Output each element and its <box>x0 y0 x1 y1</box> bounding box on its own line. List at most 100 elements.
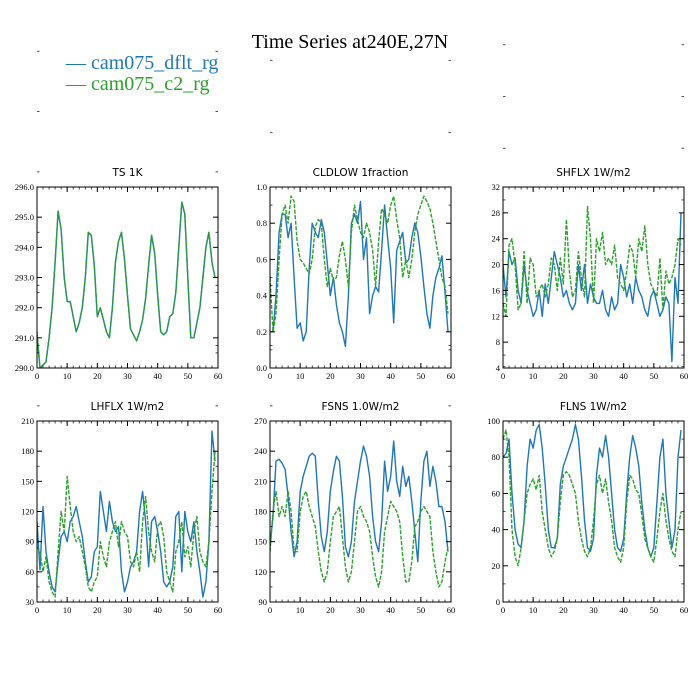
x-tick-label: 50 <box>184 371 193 381</box>
x-tick-label: 30 <box>356 605 365 615</box>
y-tick-label: 40 <box>492 525 501 535</box>
x-tick-label: 40 <box>153 605 162 615</box>
series-group <box>37 201 216 368</box>
x-tick-label: 60 <box>680 605 689 615</box>
x-tick-label: 0 <box>268 605 272 615</box>
series-line-c2 <box>37 451 216 598</box>
x-tick-label: 0 <box>35 605 39 615</box>
figure-title: Time Series at240E,27N <box>252 31 448 53</box>
panel-title: TS 1K <box>112 167 144 179</box>
series-line-dflt <box>503 423 682 558</box>
series-line-dflt <box>270 440 449 563</box>
x-tick-label: 60 <box>447 371 456 381</box>
series-line-dflt <box>503 212 682 363</box>
x-tick-label: 0 <box>501 605 505 615</box>
x-tick-label: 20 <box>93 371 102 381</box>
y-tick-label: 28 <box>492 208 501 218</box>
y-tick-label: 294.0 <box>15 242 34 252</box>
y-tick-label: 32 <box>492 182 501 192</box>
plot-frame <box>502 186 685 369</box>
x-tick-label: 30 <box>356 371 365 381</box>
series-line-dflt <box>37 430 216 598</box>
x-tick-label: 40 <box>386 371 395 381</box>
x-tick-label: 0 <box>35 371 39 381</box>
series-group <box>270 195 449 347</box>
y-tick-label: 210 <box>21 416 34 426</box>
y-tick-label: 20 <box>492 561 501 571</box>
y-tick-label: 150 <box>254 537 267 547</box>
y-tick-label: 295.0 <box>15 212 34 222</box>
y-tick-label: 1.0 <box>256 182 267 192</box>
y-tick-label: 0.4 <box>256 291 267 301</box>
y-tick-label: 150 <box>21 476 34 486</box>
panel-1: TS 1K 0 10 20 30 40 50 60 290.0 291.0 292.0 293.0 29… <box>15 50 223 381</box>
y-tick-label: 30 <box>26 597 35 607</box>
x-tick-label: 30 <box>123 605 132 615</box>
series-group <box>503 205 682 363</box>
y-tick-label: 120 <box>254 567 267 577</box>
y-tick-label: 291.0 <box>15 333 34 343</box>
x-tick-label: 50 <box>417 371 426 381</box>
y-tick-label: 0.2 <box>256 327 267 337</box>
panel-3: SHFLX 1W/m2 0 10 20 30 40 50 60 4 8 12 16 20 24 28 32 <box>492 44 689 381</box>
plot-frame <box>269 420 452 603</box>
plot-frame <box>36 420 219 603</box>
y-tick-label: 210 <box>254 476 267 486</box>
y-tick-label: 120 <box>21 507 34 517</box>
x-tick-label: 10 <box>296 605 305 615</box>
x-tick-label: 20 <box>93 605 102 615</box>
legend-entry-dflt: — cam075_dflt_rg <box>65 52 218 74</box>
series-line-c2 <box>503 429 682 567</box>
y-tick-label: 4 <box>496 363 501 373</box>
y-tick-label: 270 <box>254 416 267 426</box>
y-tick-label: 240 <box>254 446 267 456</box>
x-tick-label: 0 <box>501 371 505 381</box>
panel-title: FLNS 1W/m2 <box>560 401 627 413</box>
y-tick-label: 0.0 <box>256 363 267 373</box>
y-tick-label: 60 <box>492 488 501 498</box>
series-line-c2 <box>37 201 216 368</box>
y-tick-label: 296.0 <box>15 182 34 192</box>
x-tick-label: 30 <box>589 371 598 381</box>
x-tick-label: 60 <box>447 605 456 615</box>
panel-2: CLDLOW 1fraction 0 10 20 30 40 50 60 0.0 0.2 0.4 0.… <box>256 59 456 381</box>
x-tick-label: 10 <box>63 371 72 381</box>
series-group <box>270 440 449 588</box>
x-tick-label: 60 <box>214 605 223 615</box>
panel-title: FSNS 1.0W/m2 <box>322 401 400 413</box>
panel-title: LHFLX 1W/m2 <box>91 401 165 413</box>
y-tick-label: 60 <box>26 567 35 577</box>
panel-title: CLDLOW 1fraction <box>313 167 409 179</box>
x-tick-label: 40 <box>619 371 628 381</box>
x-tick-label: 60 <box>214 371 223 381</box>
y-tick-label: 180 <box>21 446 34 456</box>
x-tick-label: 20 <box>559 605 568 615</box>
x-tick-label: 40 <box>153 371 162 381</box>
y-tick-label: 0 <box>496 597 500 607</box>
y-tick-label: 80 <box>492 452 501 462</box>
y-tick-label: 24 <box>492 234 501 244</box>
x-tick-label: 10 <box>63 605 72 615</box>
y-tick-label: 16 <box>492 285 501 295</box>
x-tick-label: 10 <box>529 605 538 615</box>
chart-panels: TS 1K0 10 20 30 40 50 60290.0291.0292.0293.029… <box>15 44 689 615</box>
x-tick-label: 50 <box>417 605 426 615</box>
panel-title: SHFLX 1W/m2 <box>556 167 631 179</box>
x-tick-label: 40 <box>386 605 395 615</box>
y-tick-label: 12 <box>492 311 501 321</box>
y-tick-label: 90 <box>259 597 268 607</box>
panel-5: FSNS 1.0W/m2 0 10 20 30 40 50 60 90 120 150 180 210 2… <box>254 284 456 615</box>
y-tick-label: 90 <box>26 537 35 547</box>
x-tick-label: 60 <box>680 371 689 381</box>
x-tick-label: 50 <box>184 605 193 615</box>
y-tick-label: 100 <box>487 416 500 426</box>
series-line-c2 <box>270 195 449 333</box>
series-line-dflt <box>270 200 449 347</box>
y-tick-label: 8 <box>496 337 500 347</box>
x-tick-label: 50 <box>650 371 659 381</box>
y-tick-label: 290.0 <box>15 363 34 373</box>
y-tick-label: 20 <box>492 260 501 270</box>
x-tick-label: 10 <box>296 371 305 381</box>
